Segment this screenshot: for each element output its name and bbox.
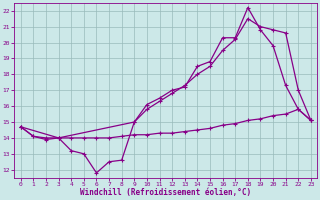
X-axis label: Windchill (Refroidissement éolien,°C): Windchill (Refroidissement éolien,°C): [80, 188, 252, 197]
